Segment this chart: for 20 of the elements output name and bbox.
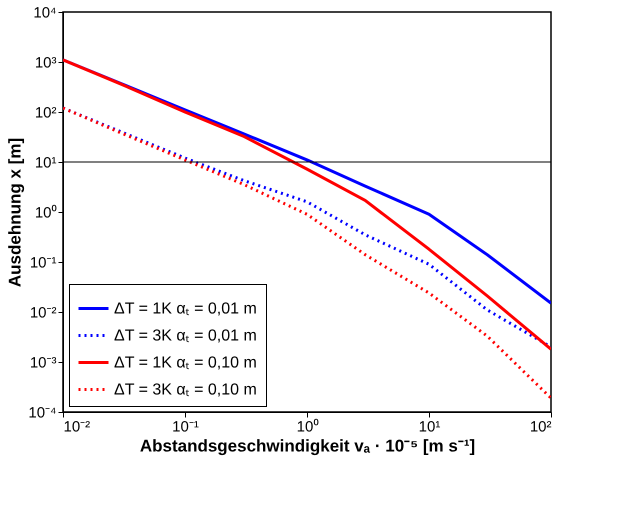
legend-label: ΔT = 1K αₜ = 0,10 m bbox=[114, 354, 257, 372]
y-tick-label: 10⁻² bbox=[30, 304, 56, 322]
x-axis-title: Abstandsgeschwindigkeit vₐ · 10⁻⁵ [m s⁻¹] bbox=[140, 436, 476, 456]
x-tick-label: 10² bbox=[530, 418, 552, 436]
x-tick-label: 10⁰ bbox=[296, 418, 318, 436]
y-tick-label: 10⁻⁴ bbox=[28, 404, 56, 422]
x-tick-label: 10⁻¹ bbox=[172, 418, 199, 436]
legend-label: ΔT = 3K αₜ = 0,01 m bbox=[114, 328, 257, 344]
x-tick-label: 10⁻² bbox=[64, 418, 90, 436]
y-tick-label: 10⁴ bbox=[33, 4, 56, 22]
y-tick-label: 10³ bbox=[34, 54, 56, 72]
x-tick-label: 10¹ bbox=[418, 418, 440, 436]
legend-label: ΔT = 1K αₜ = 0,01 m bbox=[114, 300, 257, 318]
y-tick-label: 10¹ bbox=[34, 154, 56, 172]
y-tick-label: 10⁻¹ bbox=[30, 254, 56, 272]
y-axis-title: Ausdehnung x [m] bbox=[5, 138, 24, 288]
y-tick-label: 10² bbox=[34, 104, 56, 122]
y-tick-label: 10⁰ bbox=[34, 204, 56, 222]
y-tick-label: 10⁻³ bbox=[30, 354, 56, 372]
legend-label: ΔT = 3K αₜ = 0,10 m bbox=[114, 382, 257, 398]
